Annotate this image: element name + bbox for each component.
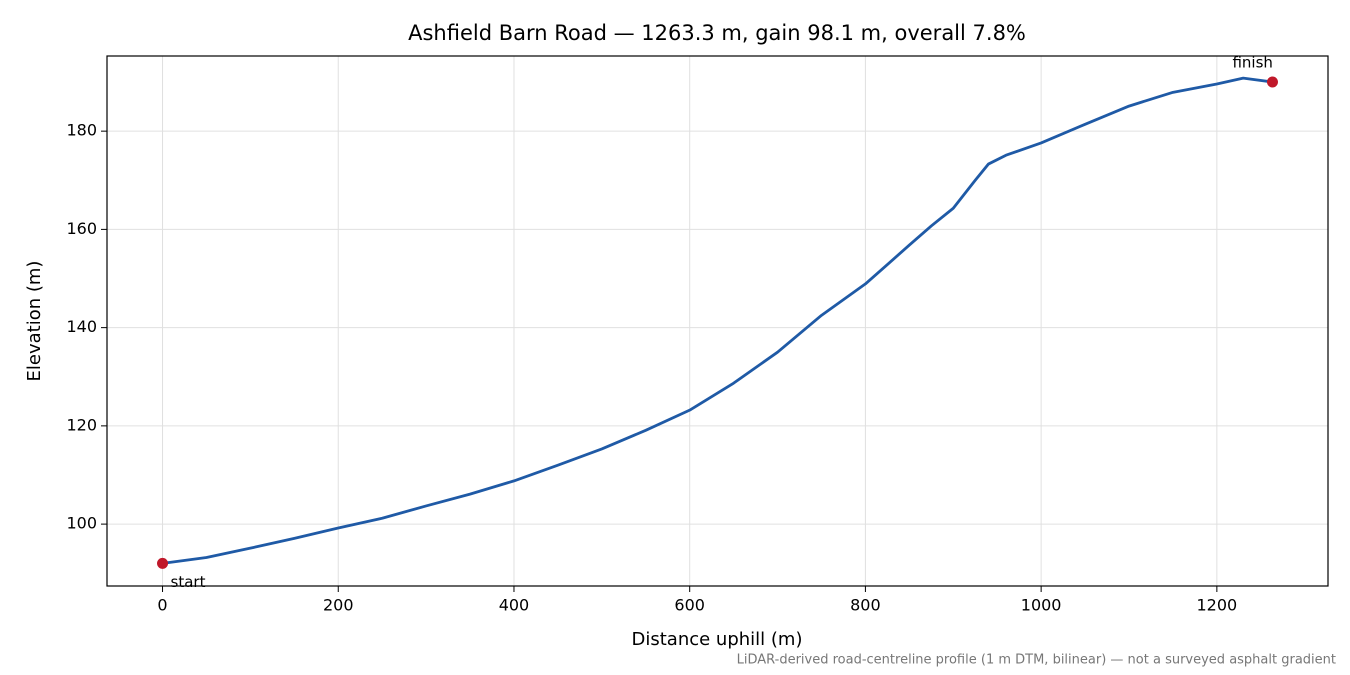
endpoint-marker: [157, 557, 169, 569]
elevation-line: [162, 76, 1273, 565]
x-tick-label: 1200: [1196, 596, 1237, 615]
x-tick-label: 0: [157, 596, 167, 615]
chart-title: Ashfield Barn Road — 1263.3 m, gain 98.1…: [408, 21, 1026, 45]
endpoint-marker: [1266, 76, 1278, 88]
y-tick-label: 180: [66, 121, 97, 140]
footnote: LiDAR-derived road-centreline profile (1…: [737, 653, 1336, 668]
y-tick-label: 160: [66, 219, 97, 238]
x-tick-label: 600: [674, 596, 705, 615]
y-tick-label: 120: [66, 415, 97, 434]
x-axis-label: Distance uphill (m): [632, 629, 803, 650]
y-tick-label: 100: [66, 514, 97, 533]
endpoint-label: finish: [1232, 54, 1272, 72]
x-tick-label: 1000: [1021, 596, 1062, 615]
endpoint-label: start: [171, 573, 206, 591]
y-axis-label: Elevation (m): [24, 261, 45, 382]
plot-frame: [106, 55, 1329, 587]
x-tick-label: 800: [850, 596, 881, 615]
x-tick-label: 400: [499, 596, 530, 615]
y-tick-label: 140: [66, 317, 97, 336]
x-tick-label: 200: [323, 596, 354, 615]
